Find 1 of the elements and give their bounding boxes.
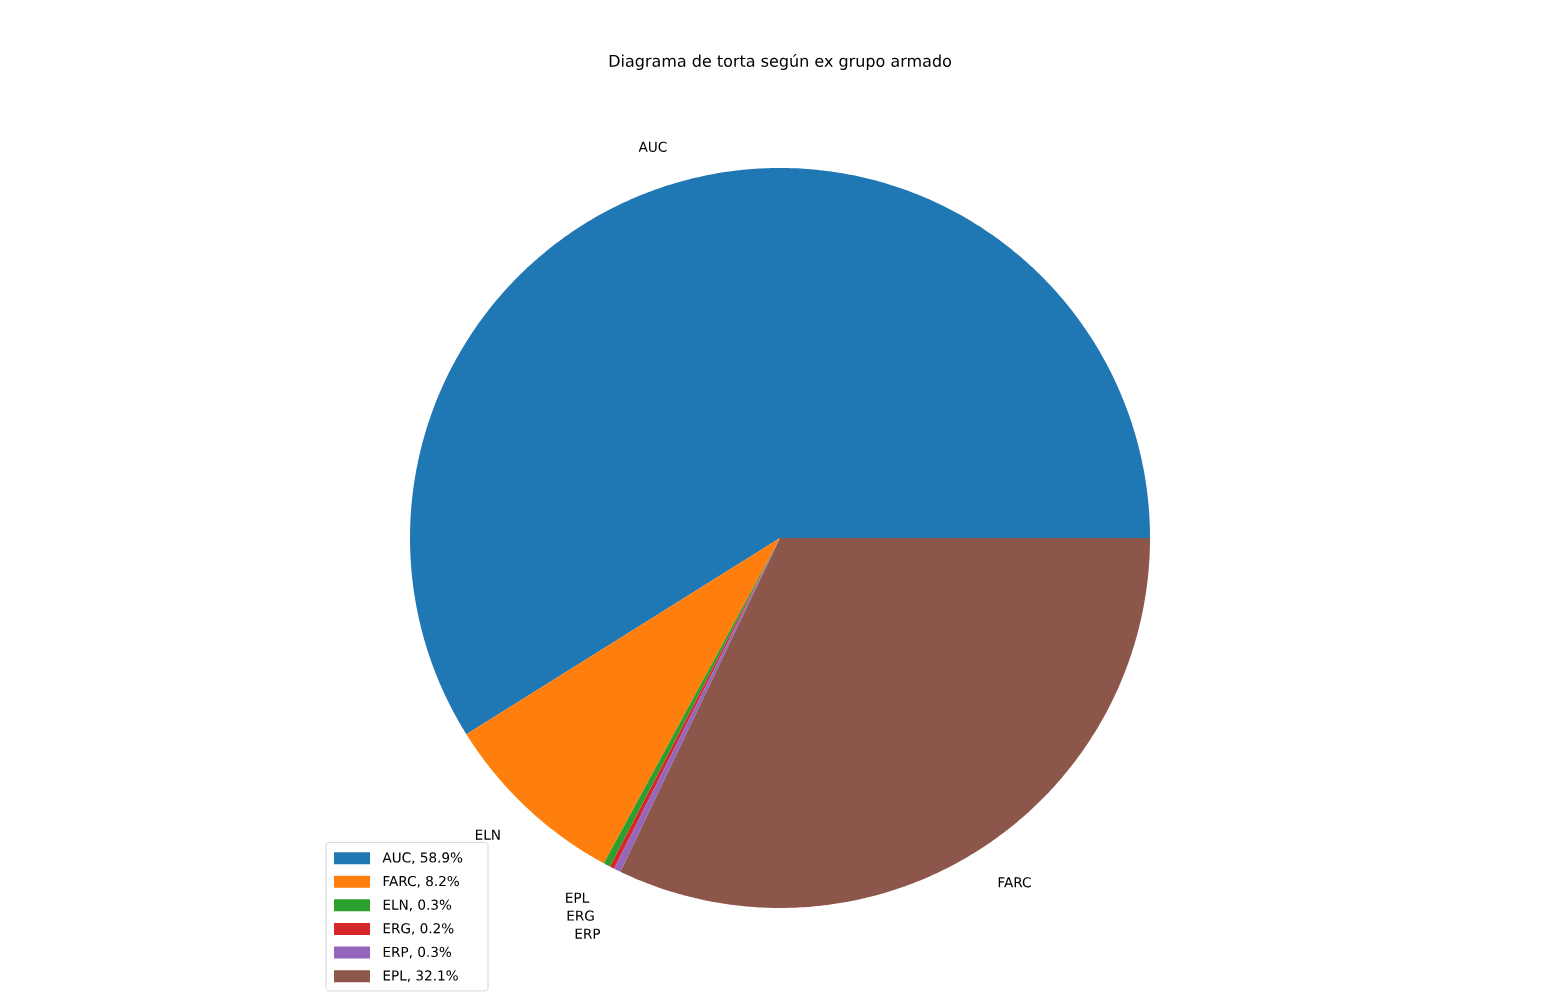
chart-title: Diagrama de torta según ex grupo armado (609, 53, 951, 71)
